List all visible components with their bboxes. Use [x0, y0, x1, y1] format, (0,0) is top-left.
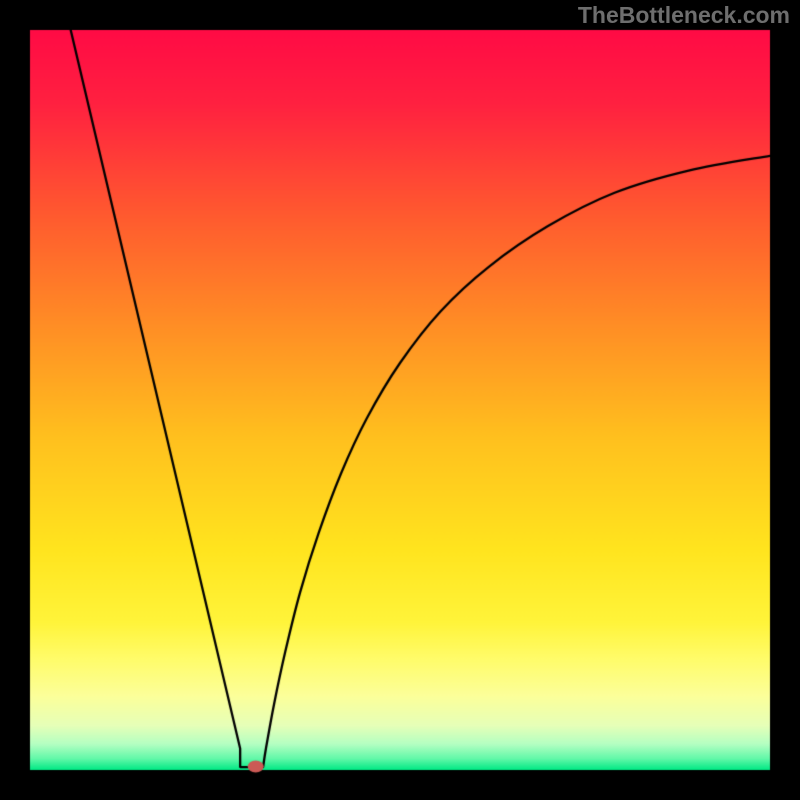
- chart-container: TheBottleneck.com: [0, 0, 800, 800]
- watermark-text: TheBottleneck.com: [578, 2, 790, 29]
- bottleneck-chart-canvas: [0, 0, 800, 800]
